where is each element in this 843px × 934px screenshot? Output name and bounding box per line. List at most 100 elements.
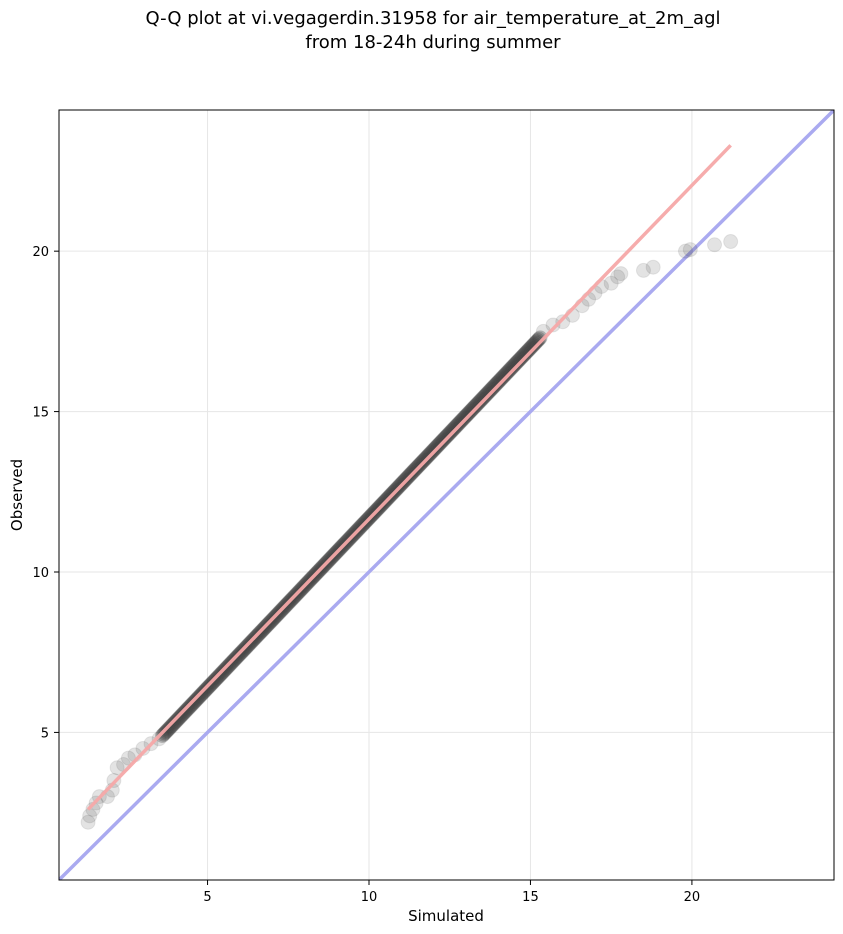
quantile-point [171, 710, 187, 726]
quantile-point [169, 713, 185, 729]
quantile-point [484, 381, 500, 397]
quantile-point [166, 715, 182, 731]
y-axis-label: Observed [8, 459, 26, 531]
quantile-point [482, 382, 498, 398]
quantile-point [459, 407, 475, 423]
quantile-point [488, 376, 504, 392]
quantile-point [474, 391, 490, 407]
quantile-point [446, 421, 462, 437]
quantile-point [159, 723, 175, 739]
quantile-point [475, 390, 491, 406]
quantile-point [449, 417, 465, 433]
plot-area [58, 109, 835, 881]
grid [59, 110, 834, 880]
quantile-point [453, 413, 469, 429]
quantile-point [530, 332, 546, 348]
quantile-point [164, 718, 180, 734]
quantile-point [452, 415, 468, 431]
quantile-point [456, 410, 472, 426]
quantile-point [504, 360, 520, 376]
quantile-point [486, 378, 502, 394]
fit-line-layer [86, 144, 732, 811]
quantile-point [154, 728, 170, 744]
quantile-point [161, 720, 177, 736]
quantile-point [490, 375, 506, 391]
quantile-point [603, 275, 619, 291]
quantile-point [520, 342, 536, 358]
quantile-point [723, 234, 739, 250]
quantile-point [463, 402, 479, 418]
quantile-point [469, 396, 485, 412]
quantile-point [494, 370, 510, 386]
quantile-point [458, 408, 474, 424]
quantile-point [508, 355, 524, 371]
quantile-point [514, 348, 530, 364]
quantile-point [445, 422, 461, 438]
quantile-point [513, 350, 529, 366]
quantile-point [462, 403, 478, 419]
quantile-point [531, 331, 547, 347]
quantile-point [493, 371, 509, 387]
quantile-point [472, 393, 488, 409]
quantile-point [555, 314, 571, 330]
quantile-point [495, 368, 511, 384]
quantile-point [461, 405, 477, 421]
quantile-point [109, 760, 125, 776]
plot-frame [58, 109, 835, 881]
quantile-point [448, 418, 464, 434]
quantile-point [450, 416, 466, 432]
quantile-point [529, 334, 545, 350]
y-tick-label: 10 [32, 566, 49, 581]
quantile-point [512, 351, 528, 367]
quantile-point [479, 386, 495, 402]
quantile-point [516, 347, 532, 363]
quantile-point [505, 358, 521, 374]
x-axis-ticks: 5 10 15 20 [203, 880, 700, 905]
quantile-point [527, 335, 543, 351]
quantile-point [454, 412, 470, 428]
quantile-point [610, 269, 626, 285]
fit-line [86, 144, 732, 811]
quantile-point [519, 344, 535, 360]
quantile-point [480, 385, 496, 401]
quantile-point [165, 716, 181, 732]
quantile-point [487, 377, 503, 393]
y-tick-label: 20 [32, 245, 49, 260]
quantile-point [468, 397, 484, 413]
quantile-point [532, 330, 548, 346]
quantile-point [478, 387, 494, 403]
chart-title-line-2: from 18-24h during summer [305, 32, 561, 53]
quantile-point [492, 372, 508, 388]
quantile-point [473, 392, 489, 408]
quantile-point [455, 411, 471, 427]
quantile-point [163, 719, 179, 735]
quantile-point [481, 383, 497, 399]
quantile-point [135, 740, 151, 756]
quantile-point [151, 731, 167, 747]
quantile-point [476, 388, 492, 404]
identity-line-layer [59, 110, 834, 880]
quantile-point [167, 714, 183, 730]
quantile-point [517, 346, 533, 362]
quantile-point [460, 406, 476, 422]
quantile-point [158, 724, 174, 740]
quantile-point [506, 357, 522, 373]
quantile-point [160, 721, 176, 737]
quantile-point [510, 353, 526, 369]
quantile-point [511, 352, 527, 368]
quantile-point [170, 711, 186, 727]
quantile-point [465, 401, 481, 417]
x-tick-label: 20 [684, 890, 701, 905]
quantile-point [499, 365, 515, 381]
quantile-point [500, 363, 516, 379]
quantile-point [518, 345, 534, 361]
quantile-point [501, 362, 517, 378]
quantile-point [447, 420, 463, 436]
x-axis-label: Simulated [408, 907, 484, 925]
quantile-point [526, 336, 542, 352]
quantile-point [503, 361, 519, 377]
quantile-point [682, 242, 698, 258]
quantile-point [156, 726, 172, 742]
y-tick-label: 15 [32, 406, 49, 421]
